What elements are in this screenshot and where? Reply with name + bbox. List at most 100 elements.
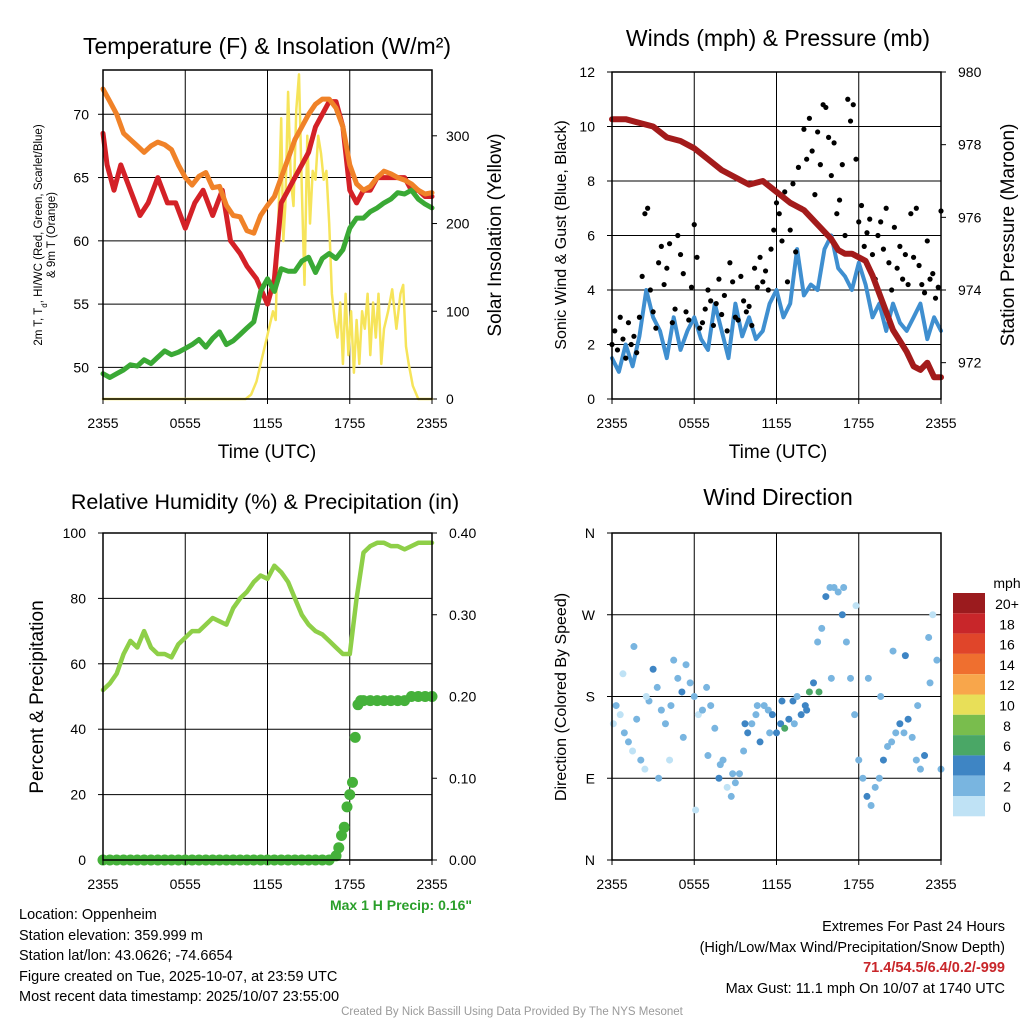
gust-point [634,350,640,356]
gust-point [699,320,706,326]
wind-ytick-label: 0 [587,391,595,407]
gust-point [809,148,815,154]
gust-point [908,211,914,217]
gust-point [836,197,843,203]
extremes-values: 71.4/54.5/6.4/0.2/-999 [863,960,1005,976]
rh-ytick-label: 40 [70,721,86,737]
series-line-2m-td [100,187,435,380]
direction-point [921,752,929,760]
gust-point [825,134,832,140]
rh-y2tick-label: 0.00 [449,852,476,868]
speed-legend: mph 20+ 18 16 14 12 10 8 6 4 2 0 [953,575,1021,817]
gust-point [727,260,733,266]
direction-point [649,665,657,673]
legend-label: 10 [999,698,1015,714]
wind-y2tick-label: 976 [958,209,982,225]
legend-label: 2 [1003,779,1011,795]
humidity-line [100,540,435,693]
created-text: Figure created on Tue, 2025-10-07, at 23… [19,968,338,985]
gust-point [658,243,664,249]
gust-point [913,205,919,211]
gust-point [776,211,782,217]
direction-point [612,702,620,710]
temp-ytick-label: 50 [73,359,89,375]
direction-point [877,693,885,700]
direction-point [768,711,776,719]
gust-point [647,287,653,293]
dir-ytick-label: S [586,689,595,705]
gust-point [853,156,859,162]
gust-point [795,164,802,170]
rh-xtick-label: 1755 [334,876,365,892]
direction-point [773,729,780,737]
wind-y2tick-label: 974 [958,282,982,298]
gust-point [625,320,632,326]
direction-point [753,702,761,710]
direction-point [756,738,764,746]
direction-point [855,756,863,764]
gust-point [790,181,796,187]
gust-point [768,246,774,252]
legend-title: mph [993,575,1020,591]
max-gust-text: Max Gust: 11.1 mph On 10/07 at 1740 UTC [725,980,1005,997]
gust-point [650,309,656,315]
wind-ylabel2: Station Pressure (Maroon) [998,124,1019,347]
direction-point [637,756,645,764]
gust-point [787,227,793,233]
direction-point [744,729,752,737]
gust-point [735,317,741,323]
direction-point [818,624,826,632]
gust-point [705,287,711,293]
wind-ytick-label: 10 [579,119,595,135]
location-text: Location: Oppenheim [19,907,157,923]
gust-point [677,251,684,258]
temp-ylabel: 2m T, Td, HI/WC (Red, Green, Scarlet/Blu… [33,124,49,345]
gust-point [847,118,854,124]
gust-point [815,129,821,135]
direction-point [690,693,698,700]
gust-point [757,254,763,260]
direction-point [630,643,638,651]
gust-point [675,232,681,239]
gust-point [930,271,936,277]
gust-point [724,328,730,334]
direction-point [731,779,739,787]
gust-point [653,325,659,331]
direction-point [840,584,848,591]
legend-label: 20+ [995,596,1019,612]
direction-point [912,756,920,764]
legend-swatch [953,735,985,756]
gust-point [804,156,810,162]
gust-point [793,249,799,255]
direction-point [879,756,887,764]
wind-ylabel: Sonic Wind & Gust (Blue, Black) [553,120,570,349]
direction-point [884,742,892,750]
direction-point [789,697,797,705]
rh-xtick-label: 2355 [87,876,118,892]
direction-point [827,674,835,682]
dir-ytick-label: E [586,770,595,786]
direction-point [781,724,789,732]
legend-label: 14 [999,657,1015,673]
temp-ytick-label: 60 [73,233,89,249]
gust-point [845,96,851,102]
direction-point [716,761,724,769]
dir-ytick-label: W [582,607,596,623]
direction-point [914,702,922,710]
dir-ylabel: Direction (Colored By Speed) [553,593,570,801]
gust-point [834,211,840,217]
direction-point [729,770,737,778]
wind-ytick-label: 6 [587,228,595,244]
recent-data-text: Most recent data timestamp: 2025/10/07 2… [19,989,340,1005]
direction-point [692,806,700,814]
direction-point [867,802,875,809]
station-info: Location: Oppenheim Station elevation: 3… [19,905,339,1008]
direction-point [864,674,872,682]
temp-xtick-label: 0555 [170,415,201,431]
gust-point [850,102,856,108]
legend-label: 8 [1003,718,1011,734]
gust-point [694,254,700,260]
gust-point [880,246,887,252]
gust-point [642,211,648,217]
